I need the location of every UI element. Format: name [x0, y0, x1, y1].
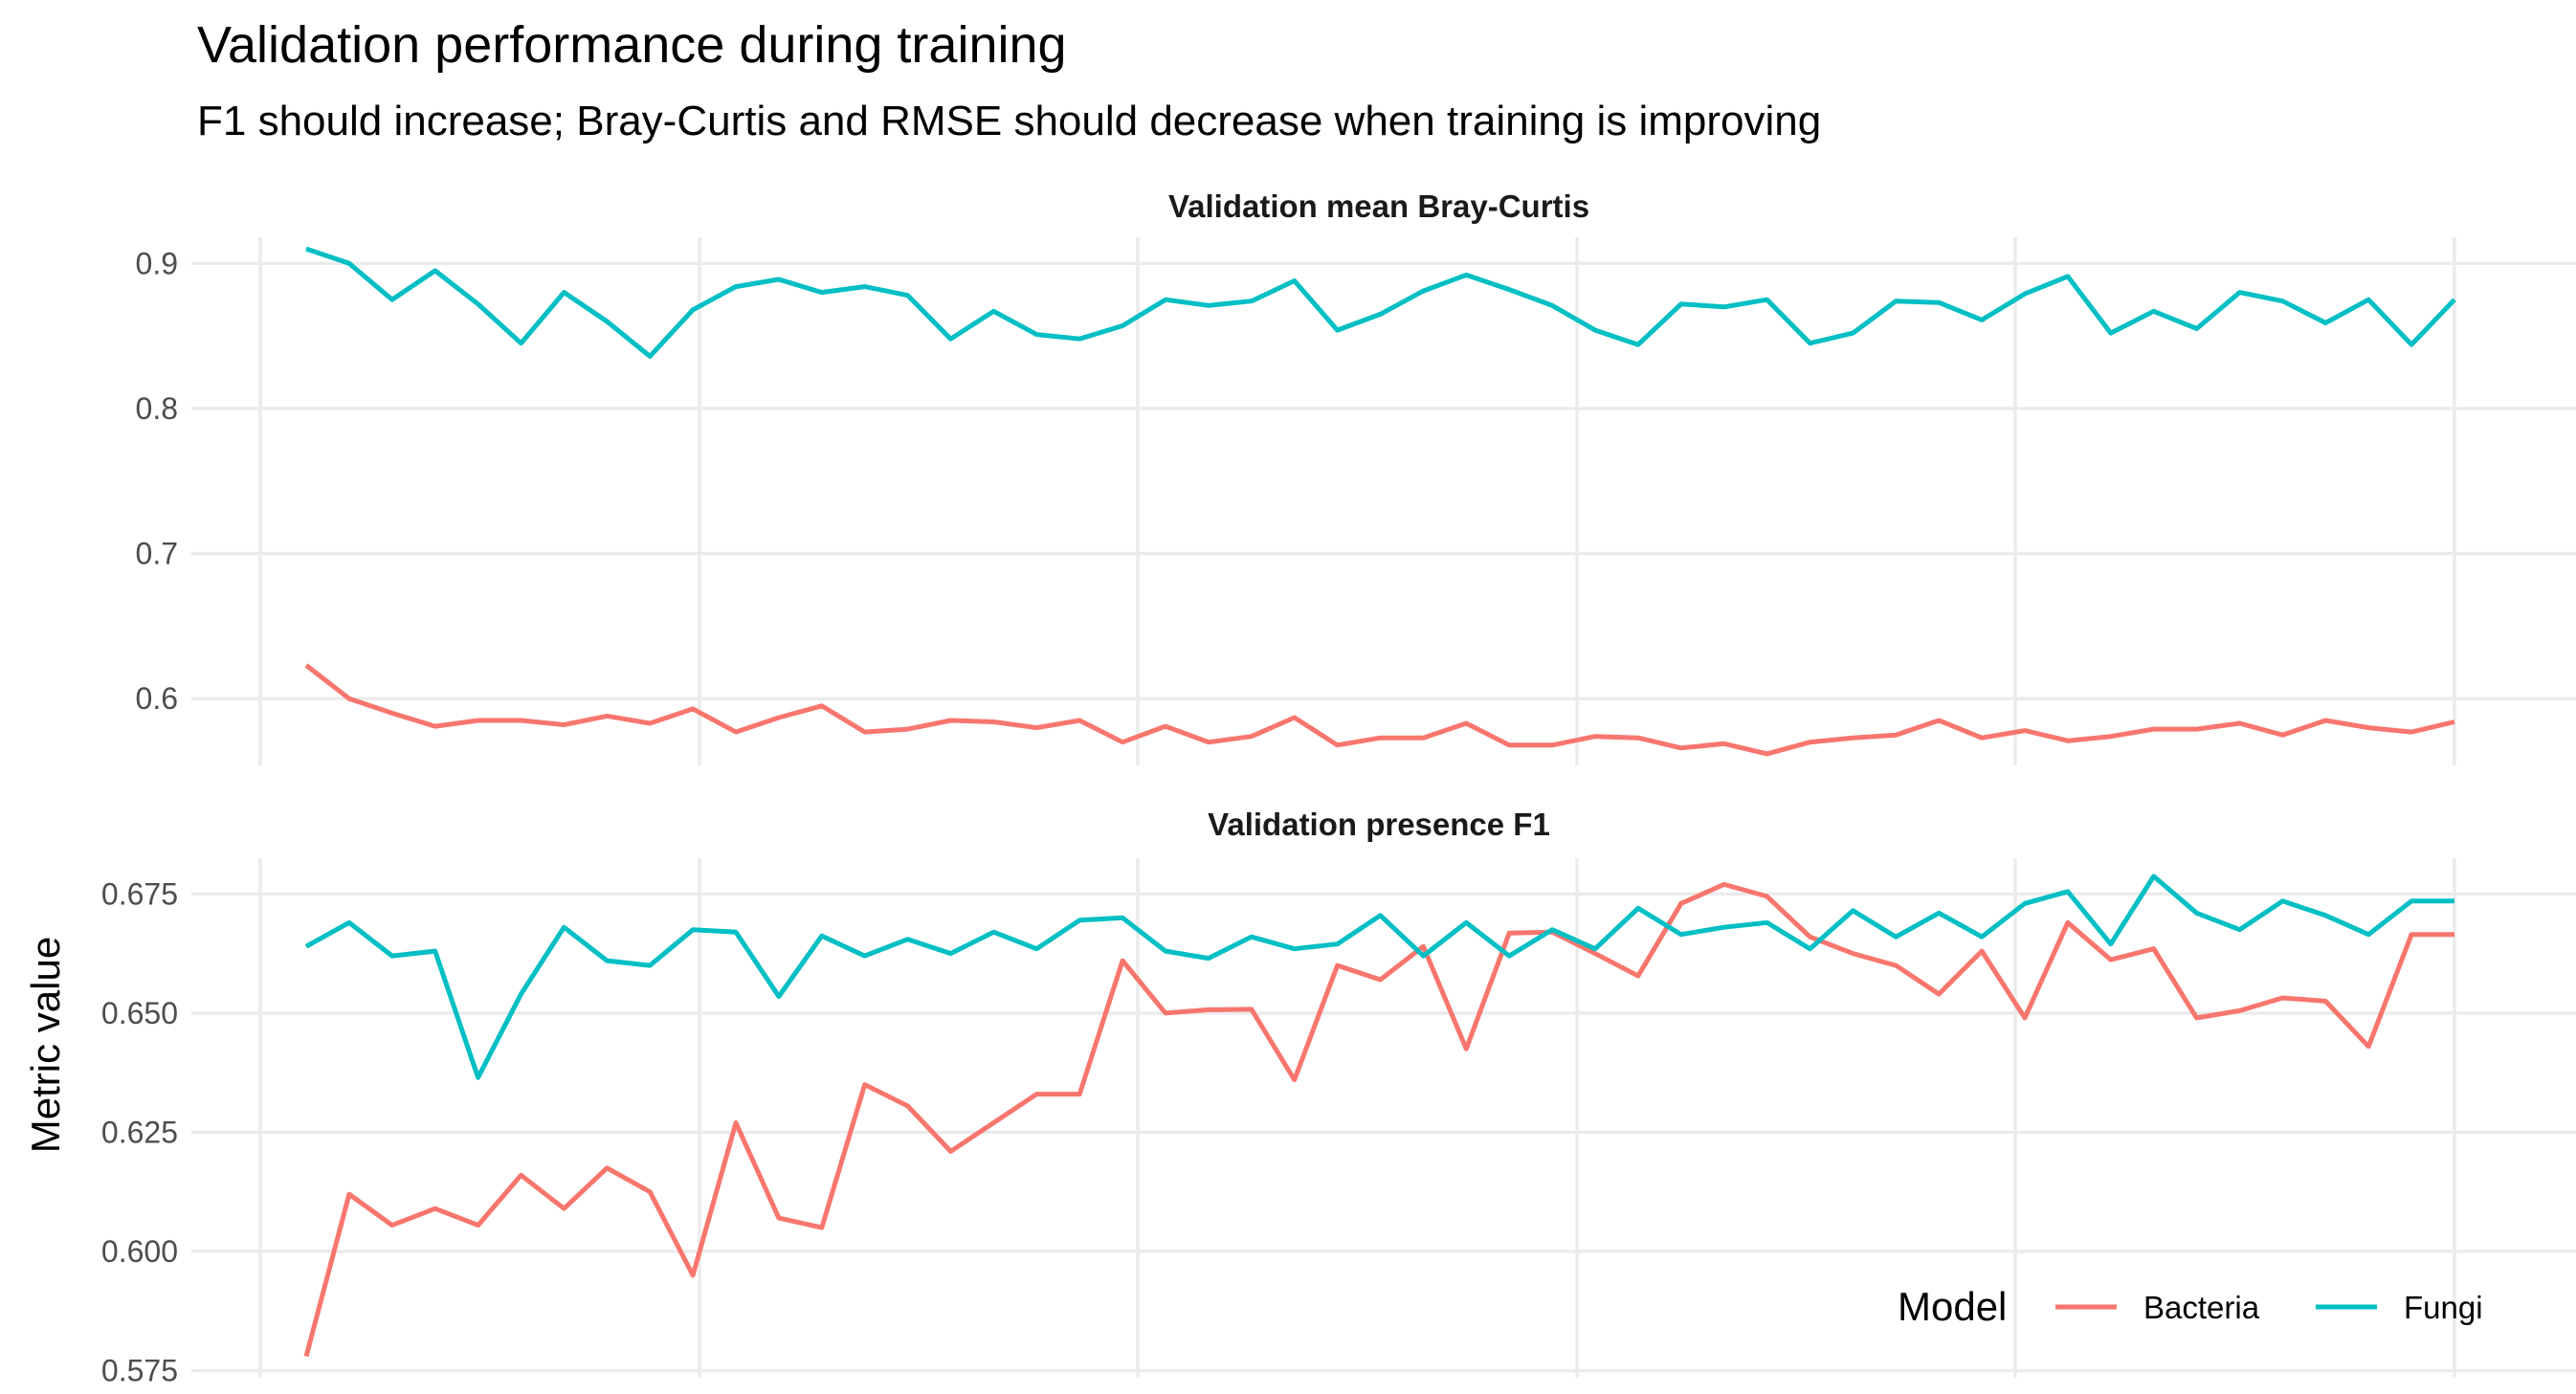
y-tick-label: 0.9: [136, 246, 178, 280]
panel-title-bray-curtis: Validation mean Bray-Curtis: [1168, 188, 1589, 224]
y-tick-label: 0.6: [136, 681, 178, 716]
panel-title-presence-f1: Validation presence F1: [1208, 807, 1550, 842]
legend-title: Model: [1898, 1284, 2007, 1329]
series-line-fungi: [305, 246, 2456, 359]
y-tick-label: 0.600: [101, 1234, 178, 1269]
y-axis-label: Metric value: [23, 937, 68, 1153]
series-lines-bray-curtis: [304, 246, 2456, 757]
y-tick-label: 0.8: [136, 391, 178, 426]
series-line-bacteria: [304, 663, 2455, 757]
y-axis-ticks-bray-curtis: 0.6 0.7 0.8 0.9: [136, 246, 178, 716]
y-axis-ticks-presence-f1: 0.575 0.600 0.625 0.650 0.675: [101, 876, 178, 1387]
panel-presence-f1: Validation presence F1 0.5750.6000.6250.…: [101, 807, 2576, 1388]
series-lines-presence-f1: [303, 874, 2454, 1358]
chart-subtitle: F1 should increase; Bray-Curtis and RMSE…: [197, 98, 1821, 144]
legend-label-fungi: Fungi: [2404, 1290, 2483, 1325]
legend-label-bacteria: Bacteria: [2143, 1290, 2260, 1325]
chart-title: Validation performance during training: [197, 16, 1067, 74]
series-line-fungi: [304, 874, 2454, 1080]
y-tick-label: 0.675: [101, 876, 178, 911]
legend-item-bacteria: Bacteria: [2055, 1290, 2260, 1325]
y-tick-label: 0.7: [136, 537, 178, 571]
y-tick-label: 0.650: [101, 996, 178, 1030]
y-tick-label: 0.575: [101, 1354, 178, 1388]
legend-item-fungi: Fungi: [2316, 1290, 2483, 1325]
series-line-bacteria: [303, 881, 2454, 1358]
legend: Model Bacteria Fungi: [1898, 1284, 2483, 1329]
y-tick-label: 0.625: [101, 1115, 178, 1149]
grid-bray-curtis: [191, 237, 2576, 765]
panel-bray-curtis: Validation mean Bray-Curtis 0.6 0.7 0.8 0.9: [136, 188, 2576, 765]
grid-presence-f1: [191, 858, 2576, 1378]
